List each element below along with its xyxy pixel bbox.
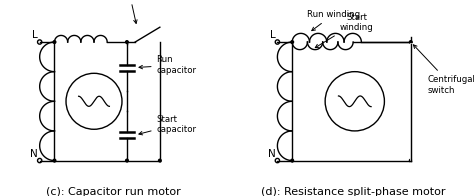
Circle shape [158,159,161,162]
Text: Centrifugal
switch: Centrifugal switch [105,0,153,24]
Text: L: L [270,30,276,40]
Circle shape [410,159,412,162]
Text: L: L [32,30,38,40]
Text: Start
winding: Start winding [315,13,374,48]
Text: (c): Capacitor run motor: (c): Capacitor run motor [46,187,181,196]
Text: Centrifugal
switch: Centrifugal switch [413,45,474,94]
Circle shape [410,41,412,43]
Circle shape [275,158,280,163]
Text: Start
capacitor: Start capacitor [139,115,197,135]
Circle shape [53,41,56,43]
Text: Run winding: Run winding [307,10,360,31]
Circle shape [37,158,42,163]
Circle shape [126,159,128,162]
Circle shape [126,41,128,43]
Text: (d): Resistance split-phase motor: (d): Resistance split-phase motor [261,187,446,196]
Text: N: N [268,149,276,159]
Text: N: N [30,149,38,159]
Circle shape [53,159,56,162]
Circle shape [291,159,293,162]
Circle shape [37,40,42,44]
Circle shape [275,40,280,44]
Text: Run
capacitor: Run capacitor [139,55,197,75]
Circle shape [291,41,293,43]
